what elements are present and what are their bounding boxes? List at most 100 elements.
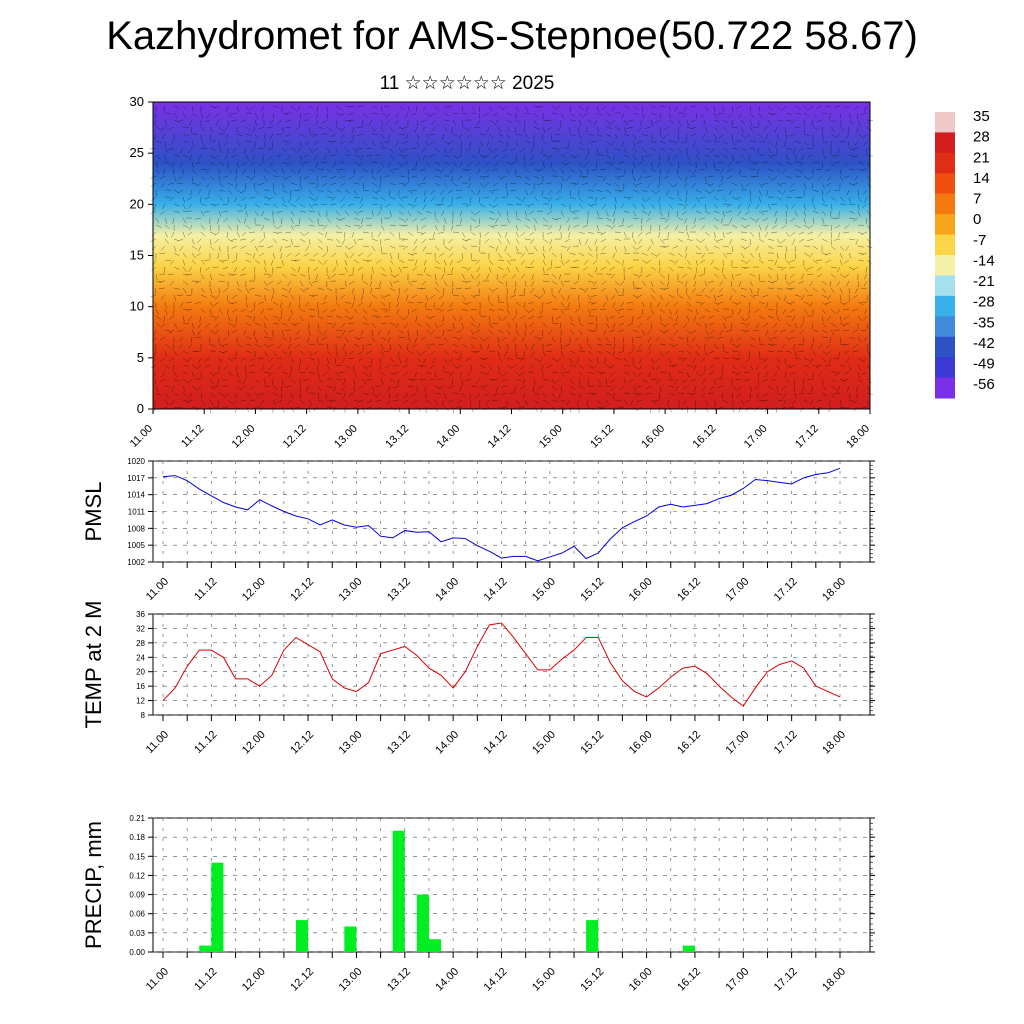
wind-barb	[766, 301, 769, 308]
wind-barb	[740, 399, 745, 406]
wind-barb	[415, 105, 418, 112]
wind-barb	[326, 189, 333, 194]
wind-barb	[541, 364, 544, 371]
wind-barb	[699, 273, 706, 277]
wind-barb	[808, 175, 814, 181]
wind-barb	[587, 371, 594, 374]
wind-barb	[758, 259, 765, 264]
wind-barb	[591, 308, 598, 311]
temp-panel-frame	[152, 613, 871, 716]
colorbar-label: 0	[973, 211, 981, 228]
wind-barb	[605, 147, 609, 154]
wind-barb	[524, 168, 530, 174]
wind-barb	[515, 154, 517, 161]
wind-barb	[632, 280, 635, 287]
wind-barb	[530, 259, 535, 266]
wind-barb	[567, 224, 571, 231]
wind-barb	[231, 119, 238, 121]
wind-barb	[596, 357, 599, 364]
wind-barb	[371, 266, 374, 273]
wind-barb	[713, 357, 720, 360]
wind-barb	[803, 119, 806, 126]
wind-barb	[425, 371, 432, 375]
colorbar-segment	[935, 173, 955, 195]
wind-barb	[596, 105, 600, 112]
wind-barb	[371, 238, 378, 242]
wind-barb	[612, 392, 616, 399]
wind-barb	[700, 224, 706, 230]
wind-barb	[314, 196, 319, 202]
wind-barb	[393, 371, 400, 374]
wind-barb	[434, 336, 441, 339]
wind-barb	[524, 238, 531, 241]
wind-barb	[524, 105, 528, 112]
wind-barb	[600, 238, 607, 243]
wind-barb	[187, 196, 193, 201]
wind-barb	[470, 217, 477, 222]
wind-barb	[353, 161, 360, 166]
wind-barb	[484, 168, 490, 174]
wind-barb	[443, 126, 449, 132]
wind-barb	[785, 273, 787, 280]
wind-barb	[209, 392, 215, 398]
wind-barb	[776, 189, 783, 194]
wind-barb	[708, 350, 715, 354]
wind-barb	[492, 168, 499, 171]
wind-barb	[587, 308, 591, 315]
wind-barb	[434, 175, 441, 178]
wind-barb	[164, 399, 169, 406]
wind-barb	[668, 406, 673, 413]
wind-barb	[551, 105, 557, 111]
wind-barb	[380, 112, 387, 117]
wind-barb	[531, 343, 535, 350]
wind-barb	[677, 161, 680, 168]
wind-barb	[279, 245, 283, 252]
wind-barb	[675, 308, 679, 315]
wind-barb	[182, 385, 186, 392]
wind-barb	[188, 119, 193, 126]
wind-barb	[416, 322, 422, 327]
wind-barb	[521, 336, 526, 342]
wind-barb	[335, 371, 340, 378]
wind-barb	[506, 343, 509, 350]
wind-barb	[812, 189, 819, 193]
wind-barb	[515, 140, 519, 147]
wind-barb	[693, 280, 697, 287]
wind-barb	[641, 259, 648, 264]
wind-barb	[407, 378, 414, 381]
wind-barb	[348, 280, 355, 285]
wind-barb	[289, 350, 292, 357]
wind-barb	[722, 343, 724, 350]
wind-barb	[515, 133, 522, 136]
wind-barb	[407, 308, 410, 315]
wind-barb	[555, 196, 562, 201]
wind-barb	[272, 322, 279, 325]
wind-barb	[530, 238, 535, 245]
wind-barb	[245, 294, 247, 301]
wind-barb	[740, 238, 747, 241]
wind-barb	[281, 196, 285, 203]
wind-barb	[542, 392, 547, 398]
wind-barb	[196, 182, 202, 188]
wind-barb	[312, 280, 319, 283]
wind-barb	[459, 350, 463, 357]
wind-barb	[767, 245, 774, 249]
wind-barb	[731, 287, 737, 293]
wind-barb	[303, 378, 310, 381]
wind-barb	[443, 154, 450, 158]
wind-barb	[596, 175, 603, 178]
wind-barb	[492, 224, 499, 227]
wind-barb	[737, 210, 742, 216]
x-tick-label: 12.12	[281, 423, 309, 451]
wind-barb	[506, 210, 509, 217]
wind-barb	[218, 259, 225, 264]
wind-barb	[726, 203, 733, 208]
wind-barb	[551, 378, 556, 385]
wind-barb	[227, 189, 233, 195]
wind-barb	[429, 364, 436, 369]
wind-barb	[722, 364, 724, 371]
wind-barb	[465, 378, 472, 382]
wind-barb	[465, 301, 472, 305]
wind-barb	[335, 238, 341, 244]
wind-barb	[236, 161, 239, 168]
